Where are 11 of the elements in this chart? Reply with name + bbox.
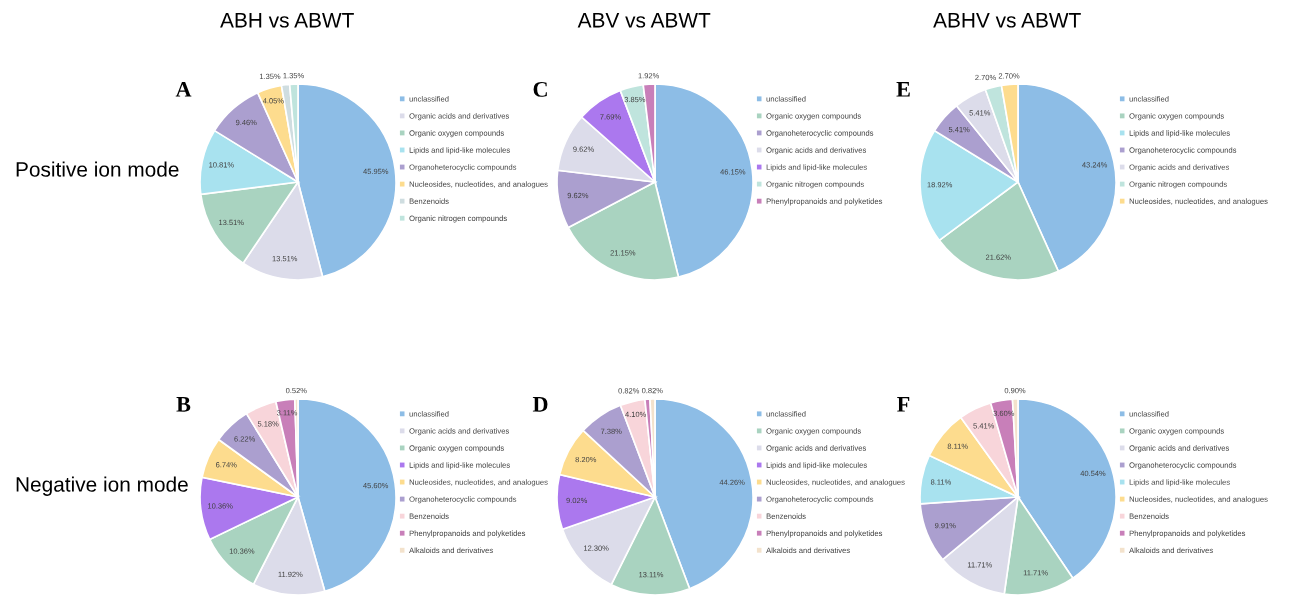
text: B — [176, 397, 191, 412]
chart-title: ABH vs ABWT — [220, 13, 354, 28]
text: A — [175, 81, 192, 97]
text: Negative ion mode — [16, 476, 188, 496]
chart-title: ABV vs ABWT — [577, 13, 711, 28]
text: Positive ion mode — [16, 161, 179, 177]
text: C — [533, 81, 547, 97]
text: D — [532, 397, 548, 412]
chart-title: ABHV vs ABWT — [933, 13, 1081, 28]
text: F — [897, 397, 910, 412]
text: E — [896, 82, 910, 97]
